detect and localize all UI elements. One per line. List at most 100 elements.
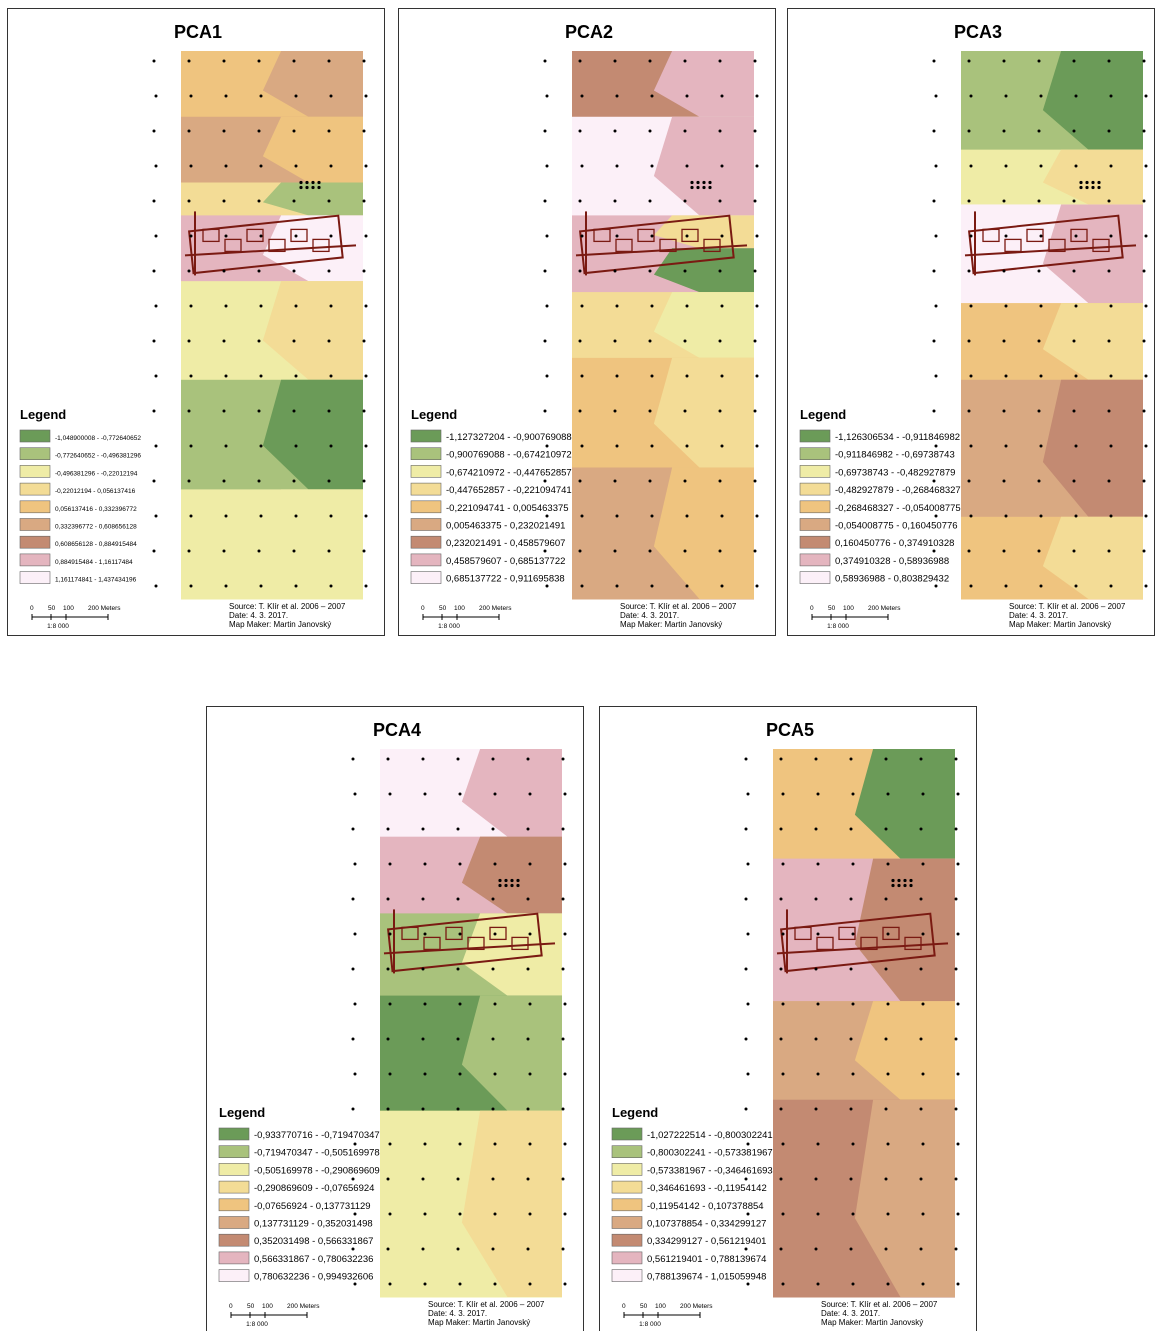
- find-marker: [909, 884, 912, 887]
- sample-point: [223, 60, 226, 63]
- sample-point: [527, 758, 530, 761]
- sample-point: [1005, 95, 1008, 98]
- sample-point: [387, 1108, 390, 1111]
- sample-point: [651, 585, 654, 588]
- sample-point: [957, 1073, 960, 1076]
- sample-point: [422, 1038, 425, 1041]
- sample-point: [564, 793, 567, 796]
- sample-point: [1040, 515, 1043, 518]
- sample-point: [1075, 305, 1078, 308]
- legend-swatch: [612, 1146, 642, 1158]
- sample-point: [887, 1003, 890, 1006]
- legend-title: Legend: [800, 407, 846, 422]
- legend-label: 0,232021491 - 0,458579607: [446, 538, 565, 549]
- sample-point: [1003, 480, 1006, 483]
- sample-point: [850, 968, 853, 971]
- sample-point: [258, 480, 261, 483]
- sample-point: [457, 1248, 460, 1251]
- sample-point: [754, 60, 757, 63]
- sample-point: [935, 305, 938, 308]
- find-marker: [1085, 181, 1088, 184]
- sample-point: [684, 340, 687, 343]
- find-marker: [1091, 186, 1094, 189]
- sample-point: [747, 1213, 750, 1216]
- legend-label: -0,054008775 - 0,160450776: [835, 521, 958, 532]
- legend-label: -0,69738743 - -0,482927879: [835, 467, 955, 478]
- sample-point: [223, 130, 226, 133]
- sample-point: [459, 793, 462, 796]
- sample-point: [887, 1143, 890, 1146]
- sample-point: [190, 375, 193, 378]
- sample-point: [815, 1248, 818, 1251]
- legend-label: 0,566331867 - 0,780632236: [254, 1254, 373, 1265]
- sample-point: [330, 515, 333, 518]
- sample-point: [684, 200, 687, 203]
- sample-point: [424, 793, 427, 796]
- sample-point: [933, 130, 936, 133]
- sample-point: [616, 305, 619, 308]
- legend-label: -1,126306534 - -0,911846982: [835, 432, 960, 443]
- sample-point: [1073, 200, 1076, 203]
- sample-point: [387, 758, 390, 761]
- sample-point: [352, 1248, 355, 1251]
- sample-point: [815, 828, 818, 831]
- scale-label: 50: [640, 1303, 648, 1310]
- legend-swatch: [411, 448, 441, 460]
- sample-point: [651, 235, 654, 238]
- sample-point: [527, 828, 530, 831]
- sample-point: [780, 1038, 783, 1041]
- sample-point: [527, 1248, 530, 1251]
- sample-point: [922, 1283, 925, 1286]
- sample-point: [957, 933, 960, 936]
- legend-label: -0,674210972 - -0,447652857: [446, 467, 572, 478]
- sample-point: [1108, 130, 1111, 133]
- legend-swatch: [612, 1252, 642, 1264]
- sample-point: [258, 200, 261, 203]
- legend-swatch: [219, 1146, 249, 1158]
- sample-point: [546, 585, 549, 588]
- sample-point: [527, 1108, 530, 1111]
- sample-point: [649, 270, 652, 273]
- sample-point: [815, 1108, 818, 1111]
- sample-point: [721, 445, 724, 448]
- find-marker: [1079, 186, 1082, 189]
- sample-point: [616, 165, 619, 168]
- sample-point: [756, 165, 759, 168]
- sample-point: [260, 305, 263, 308]
- sample-point: [614, 200, 617, 203]
- sample-point: [365, 585, 368, 588]
- sample-point: [225, 585, 228, 588]
- sample-point: [492, 1038, 495, 1041]
- sample-point: [815, 968, 818, 971]
- sample-point: [295, 235, 298, 238]
- sample-point: [1143, 270, 1146, 273]
- sample-point: [935, 585, 938, 588]
- sample-point: [649, 480, 652, 483]
- sample-point: [1110, 165, 1113, 168]
- sample-point: [756, 375, 759, 378]
- sample-point: [188, 60, 191, 63]
- map-maker: Map Maker: Martin Janovský: [1009, 620, 1111, 629]
- sample-point: [1003, 340, 1006, 343]
- sample-point: [1040, 375, 1043, 378]
- sample-point: [920, 968, 923, 971]
- sample-point: [1073, 340, 1076, 343]
- find-marker: [690, 181, 693, 184]
- sample-point: [616, 95, 619, 98]
- legend-swatch: [411, 465, 441, 477]
- find-marker: [909, 879, 912, 882]
- find-marker: [305, 181, 308, 184]
- map-maker: Map Maker: Martin Janovský: [620, 620, 722, 629]
- sample-point: [562, 1178, 565, 1181]
- sample-point: [747, 863, 750, 866]
- sample-point: [649, 60, 652, 63]
- sample-point: [817, 793, 820, 796]
- sample-point: [968, 410, 971, 413]
- sample-point: [686, 515, 689, 518]
- map-maker: Map Maker: Martin Janovský: [428, 1318, 530, 1327]
- sample-point: [885, 1108, 888, 1111]
- sample-point: [721, 305, 724, 308]
- sample-point: [579, 410, 582, 413]
